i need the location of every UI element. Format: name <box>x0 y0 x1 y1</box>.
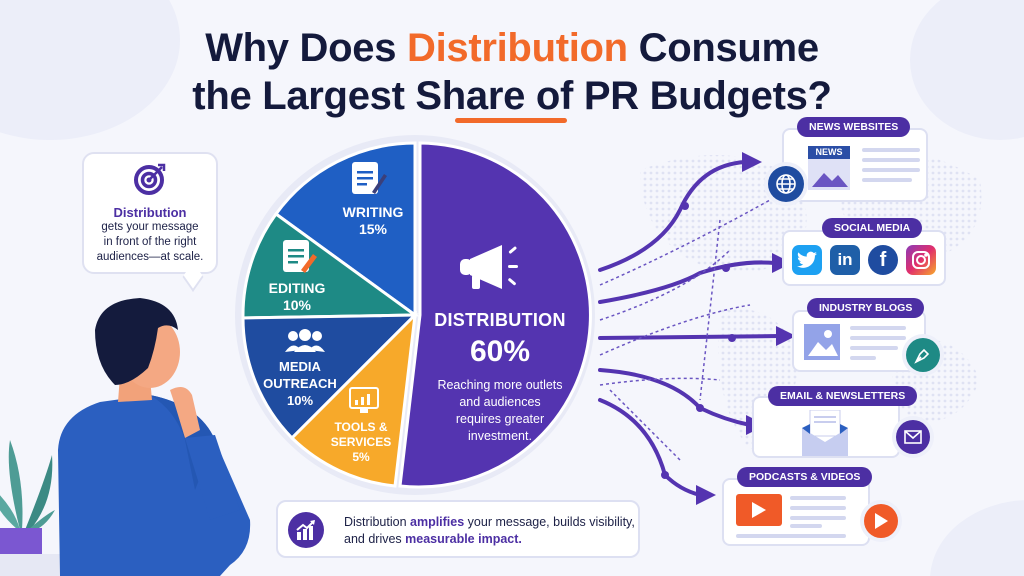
channel-card-social-media[interactable]: in f <box>782 230 946 286</box>
summary-callout: Distribution amplifies your message, bui… <box>276 500 640 558</box>
facebook-icon[interactable]: f <box>868 245 898 275</box>
pie-slice-media-outreach <box>241 313 419 441</box>
pie-slice-editing <box>241 211 420 320</box>
label-writing: WRITING 15% <box>342 204 404 237</box>
bubble-heading: Distribution <box>113 205 187 220</box>
image-placeholder-icon <box>804 324 840 360</box>
pill-social-media: SOCIAL MEDIA <box>822 218 923 238</box>
envelope-icon <box>896 420 930 454</box>
budget-pie-chart: WRITING 15% EDITING 10% MEDIA OUTREACH 10% T… <box>230 130 610 500</box>
speech-bubble: Distribution gets your message in front … <box>82 152 218 274</box>
label-distribution: DISTRIBUTION 60% Reaching more outlets a… <box>434 310 566 443</box>
bubble-text-2: in front of the right <box>103 236 197 248</box>
label-tools-services: TOOLS & SERVICES 5% <box>330 420 392 464</box>
channel-card-podcasts-videos[interactable] <box>722 478 870 546</box>
pen-nib-icon <box>906 338 940 372</box>
title-underline <box>455 118 567 123</box>
channel-card-industry-blogs[interactable] <box>792 310 926 372</box>
channel-card-news-websites[interactable]: NEWS <box>782 128 928 202</box>
bubble-text-1: gets your message <box>101 221 199 233</box>
pill-podcasts-videos: PODCASTS & VIDEOS <box>737 467 873 487</box>
news-badge: NEWS <box>808 146 850 159</box>
target-icon <box>134 163 166 195</box>
pill-email-newsletters: EMAIL & NEWSLETTERS <box>768 386 918 406</box>
growth-chart-icon <box>288 512 324 548</box>
globe-icon <box>768 166 804 202</box>
image-placeholder-icon <box>812 173 848 187</box>
pie-slice-distribution <box>398 141 592 489</box>
thinking-person-illustration <box>0 298 251 576</box>
news-thumbnail: NEWS <box>808 146 850 190</box>
title-highlight: Distribution <box>406 26 628 70</box>
bubble-text-3: audiences—at scale. <box>96 251 204 263</box>
pie-svg <box>235 135 595 495</box>
video-thumbnail-icon <box>736 494 782 526</box>
twitter-icon[interactable] <box>792 245 822 275</box>
envelope-illustration <box>802 410 848 456</box>
page-title: Why Does Distribution Consume the Larges… <box>192 26 832 118</box>
linkedin-icon[interactable]: in <box>830 245 860 275</box>
instagram-icon[interactable] <box>906 245 936 275</box>
pill-industry-blogs: INDUSTRY BLOGS <box>807 298 925 318</box>
play-icon[interactable] <box>864 504 898 538</box>
background-blob <box>930 500 1024 576</box>
label-media-outreach: MEDIA OUTREACH 10% <box>263 359 337 408</box>
distribution-arrows <box>598 152 796 505</box>
pie-slice-tools-services <box>289 310 417 488</box>
pill-news-websites: NEWS WEBSITES <box>797 117 911 137</box>
label-editing: EDITING 10% <box>268 280 326 313</box>
